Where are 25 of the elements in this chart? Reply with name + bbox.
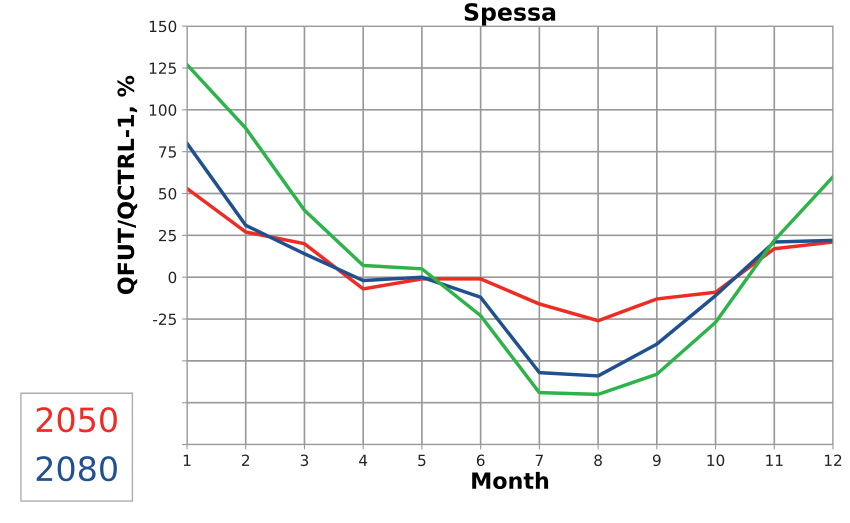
x-tick-label: 7 — [536, 454, 543, 466]
x-tick-label: 11 — [766, 454, 783, 466]
y-tick-label: 75 — [159, 146, 176, 158]
x-tick-label: 6 — [476, 454, 485, 466]
x-tick-label: 5 — [418, 454, 426, 466]
x-tick-label: 9 — [652, 454, 661, 466]
x-tick-label: 12 — [824, 454, 842, 466]
text: 2050 — [36, 407, 117, 432]
x-tick-label: 3 — [300, 454, 308, 466]
y-tick-label: 150 — [150, 20, 176, 32]
y-tick-label: 50 — [159, 188, 176, 200]
x-tick-label: 1 — [184, 454, 190, 466]
y-tick-label: 100 — [150, 104, 176, 116]
y-tick-label: -25 — [153, 313, 176, 326]
y-tick-label: 125 — [150, 62, 176, 74]
x-axis-title: Month — [472, 472, 548, 490]
y-tick-label: 25 — [158, 230, 176, 242]
y-tick-label: 0 — [168, 272, 176, 284]
x-tick-label: 2 — [242, 454, 250, 466]
x-tick-label: 4 — [359, 454, 368, 466]
x-tick-label: 10 — [708, 454, 724, 466]
y-axis-title: QFUT/QCTRL-1, % — [117, 76, 138, 294]
text: 2080 — [36, 456, 117, 482]
x-tick-label: 8 — [594, 454, 602, 466]
chart-title: Spessa — [464, 3, 556, 26]
